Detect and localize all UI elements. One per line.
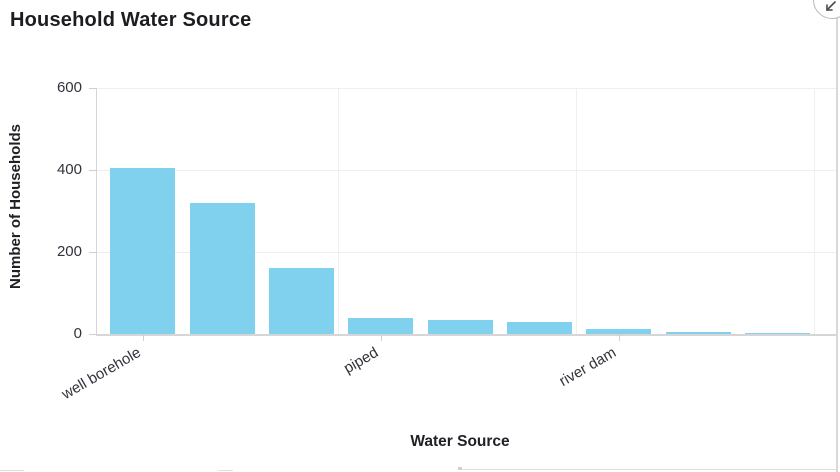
bar-index-8[interactable] <box>744 332 810 334</box>
x-tick-mark <box>618 334 620 341</box>
chart-title: Household Water Source <box>10 9 252 31</box>
x-tick-label: river dam <box>556 344 619 390</box>
gridline-vertical <box>338 88 339 334</box>
gridline-vertical <box>814 88 815 334</box>
y-tick-mark <box>89 88 96 89</box>
bar-index-5[interactable] <box>506 321 572 334</box>
collapse-arrows-icon <box>814 1 840 22</box>
x-tick-label: piped <box>340 344 381 378</box>
gridline-horizontal <box>96 88 836 89</box>
bar-index-2[interactable] <box>268 268 334 334</box>
bottom-mid-separator <box>218 470 233 471</box>
y-tick-mark <box>89 252 96 253</box>
bar-well borehole[interactable] <box>110 167 176 334</box>
y-tick-mark <box>89 334 96 335</box>
gridline-vertical <box>576 88 577 334</box>
bar-river dam[interactable] <box>586 329 652 334</box>
panel-divider <box>836 0 838 472</box>
y-tick-label: 600 <box>56 79 82 96</box>
x-axis-title: Water Source <box>410 433 510 450</box>
collapse-panel-button[interactable] <box>813 0 840 19</box>
y-tick-label: 0 <box>73 325 82 342</box>
y-axis-title: Number of Households <box>7 124 24 290</box>
gridline-horizontal <box>96 252 836 253</box>
y-tick-label: 400 <box>56 161 82 178</box>
x-tick-mark <box>380 334 382 341</box>
bar-index-4[interactable] <box>427 320 493 334</box>
bottom-right-separator <box>459 469 836 470</box>
x-tick-mark <box>142 334 144 341</box>
y-tick-label: 200 <box>56 243 82 260</box>
gridline-horizontal <box>96 170 836 171</box>
x-tick-label: well borehole <box>58 344 144 403</box>
bar-index-1[interactable] <box>189 202 255 334</box>
bar-index-7[interactable] <box>665 331 731 334</box>
bottom-separator-handle <box>458 467 462 470</box>
x-axis-line <box>96 334 837 336</box>
y-axis-line <box>96 88 97 334</box>
y-tick-mark <box>89 170 96 171</box>
bottom-left-separator <box>0 470 24 471</box>
bar-piped[interactable] <box>348 317 414 334</box>
